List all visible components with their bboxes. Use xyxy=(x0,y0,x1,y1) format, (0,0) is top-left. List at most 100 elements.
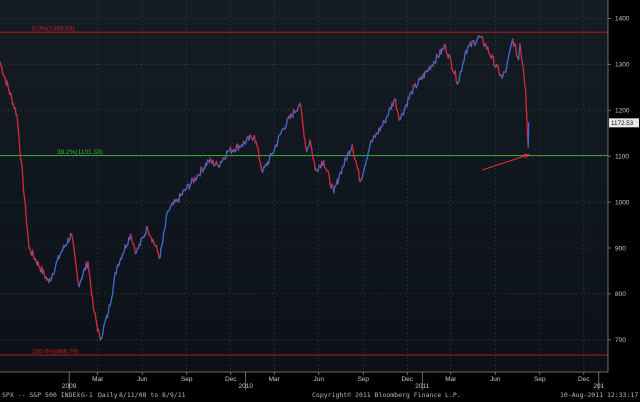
price-segment xyxy=(102,325,105,335)
price-segment xyxy=(402,108,406,116)
price-segment xyxy=(351,144,354,151)
price-segment xyxy=(155,244,159,252)
price-segment xyxy=(17,123,20,137)
price-segment xyxy=(449,55,452,62)
price-segment xyxy=(517,51,520,61)
price-segment xyxy=(384,116,388,124)
price-segment xyxy=(521,58,524,65)
price-segment xyxy=(397,113,400,121)
price-segment xyxy=(363,165,366,172)
price-point xyxy=(333,192,335,194)
price-point xyxy=(359,180,361,183)
price-segment xyxy=(304,139,307,150)
price-segment xyxy=(502,71,505,77)
price-segment xyxy=(348,150,351,156)
last-value-label: 1172.53 xyxy=(611,120,634,127)
x-tick-label: Jun xyxy=(490,376,501,383)
price-segment xyxy=(357,168,361,182)
y-tick-label: 1100 xyxy=(615,153,629,160)
level-label: 0.0%(1369.93) xyxy=(32,26,75,33)
price-segment xyxy=(26,227,29,238)
price-segment xyxy=(450,59,453,70)
price-segment xyxy=(276,141,279,148)
price-segment xyxy=(429,65,432,71)
price-point xyxy=(528,122,530,124)
price-segment xyxy=(300,104,303,114)
price-segment xyxy=(202,167,205,173)
price-point xyxy=(444,45,447,47)
price-segment xyxy=(24,202,27,221)
price-point xyxy=(512,38,514,40)
price-point xyxy=(28,247,30,249)
price-segment xyxy=(311,148,314,159)
price-segment xyxy=(524,85,527,93)
price-segment xyxy=(301,119,304,128)
price-segment xyxy=(1,66,4,75)
price-segment xyxy=(356,164,359,170)
price-segment xyxy=(310,144,313,151)
price-segment xyxy=(54,261,57,268)
grid xyxy=(0,0,608,372)
price-segment xyxy=(107,304,110,313)
price-segment xyxy=(53,266,57,274)
price-point xyxy=(60,251,62,254)
y-tick-label: 700 xyxy=(615,337,626,344)
price-segment xyxy=(521,63,524,70)
price-point xyxy=(167,210,169,212)
price-segment xyxy=(37,260,40,268)
price-point xyxy=(77,284,79,286)
price-segment xyxy=(71,236,74,244)
x-tick-label: Dec xyxy=(401,376,413,383)
price-segment xyxy=(25,219,28,229)
x-tick-label: Sep xyxy=(181,376,193,383)
price-segment xyxy=(352,149,355,158)
x-tick-label: Sep xyxy=(357,376,369,383)
price-segment xyxy=(257,147,260,159)
price-segment xyxy=(145,225,148,236)
price-segment xyxy=(364,158,368,166)
plot-background xyxy=(0,0,608,372)
price-segment xyxy=(487,46,490,54)
price-segment xyxy=(261,166,265,173)
price-point xyxy=(70,233,73,235)
price-segment xyxy=(387,108,390,117)
price-segment xyxy=(162,232,165,243)
price-segment xyxy=(87,261,90,272)
price-point xyxy=(177,199,179,201)
price-segment xyxy=(27,236,30,249)
status-footer: SPX -- S&P 500 INDEX G-1 Daily 8/11/08 t… xyxy=(0,390,640,402)
price-segment xyxy=(110,296,113,303)
price-segment xyxy=(470,40,473,48)
price-point xyxy=(87,261,89,263)
price-point xyxy=(522,68,524,70)
chart-period: Daily xyxy=(98,391,118,399)
price-segment xyxy=(411,84,415,95)
price-segment xyxy=(22,189,26,198)
price-point xyxy=(184,189,186,192)
price-segment xyxy=(225,150,228,159)
price-segment xyxy=(259,160,262,167)
price-segment xyxy=(112,276,116,286)
price-segment xyxy=(90,284,93,297)
price-point xyxy=(146,226,149,228)
price-segment xyxy=(118,261,121,267)
spx-price-chart: 0.0%(1369.93) 38.2%(1101.33) 100.0%(666.79… xyxy=(0,0,639,390)
price-segment xyxy=(260,164,263,172)
price-segment xyxy=(338,173,341,180)
price-segment xyxy=(89,275,92,286)
price-point xyxy=(505,68,508,70)
price-segment xyxy=(74,255,77,265)
price-segment xyxy=(235,144,238,152)
price-segment xyxy=(276,135,280,143)
price-segment xyxy=(253,134,256,144)
x-year-label: 2010 xyxy=(238,383,253,390)
price-segment xyxy=(205,159,209,167)
price-segment xyxy=(460,66,464,73)
price-segment xyxy=(361,173,364,179)
y-tick-label: 1300 xyxy=(615,62,630,69)
price-segment xyxy=(408,93,411,100)
price-segment xyxy=(333,186,336,194)
price-point xyxy=(135,251,137,254)
price-segment xyxy=(417,78,420,85)
